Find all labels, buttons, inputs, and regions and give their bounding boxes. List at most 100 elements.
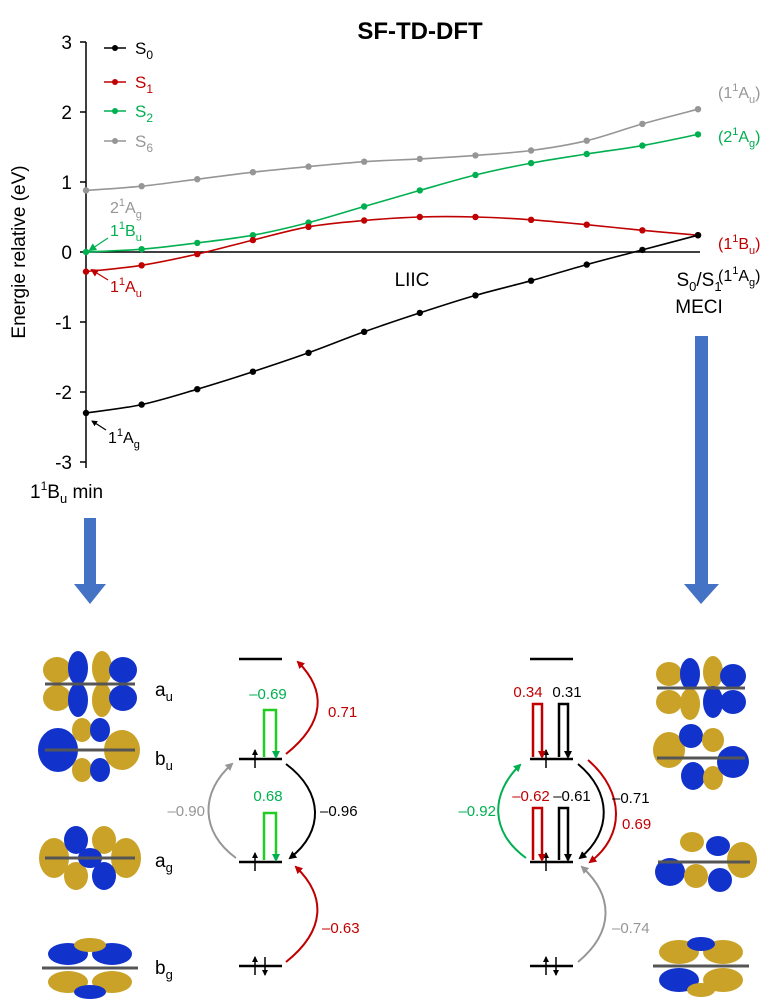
series-2 [82, 131, 702, 256]
energy-profile-chart: SF-TD-DFT Energie relative (eV) 3 2 1 0 -1 -2… [9, 18, 760, 506]
orbital-images-right [653, 656, 757, 997]
data-point [694, 131, 702, 138]
svg-text:S2: S2 [135, 102, 153, 125]
annotation-left-1Bu: 11Bu [110, 220, 142, 244]
data-point [305, 223, 312, 230]
data-point [639, 120, 646, 128]
y-tick-label: 0 [61, 243, 72, 264]
orbital-image-au-left [43, 651, 137, 717]
data-point [639, 227, 646, 234]
left-coef-ag-bu-gray: –0.90 [167, 803, 205, 820]
data-point [360, 328, 368, 335]
right-coef-ag-bu-black: –0.61 [553, 788, 591, 805]
data-point [472, 152, 479, 159]
data-point [472, 213, 479, 221]
orbital-label-bu: bu [155, 749, 173, 773]
y-tick-label: -2 [55, 383, 72, 404]
annotation-left-1Au: 11Au [110, 276, 142, 300]
annotation-right-1Au: (11Au) [718, 82, 760, 106]
data-point [527, 277, 535, 284]
data-point [138, 183, 145, 190]
svg-text:S6: S6 [135, 132, 153, 155]
series-line [85, 108, 699, 192]
right-coef-bu-ag-red: 0.69 [622, 816, 651, 833]
series-3 [82, 106, 702, 194]
data-point [527, 159, 535, 167]
legend-item-s6: S6 [104, 132, 153, 155]
data-point [249, 232, 257, 239]
svg-text:S1: S1 [135, 73, 153, 96]
y-axis-label: Energie relative (eV) [9, 165, 30, 338]
right-coef-bu-ag-black: –0.71 [612, 790, 650, 807]
data-point [82, 187, 90, 194]
series-layer [82, 106, 702, 417]
annotation-right-1Ag: (11Ag) [718, 265, 760, 289]
data-point [194, 239, 201, 247]
svg-text:S0: S0 [135, 39, 153, 62]
right-coef-bu-au-red: 0.34 [513, 684, 542, 701]
left-coef-bu-au-green: –0.69 [249, 686, 287, 703]
y-ticks: 3 2 1 0 -1 -2 -3 [55, 33, 86, 474]
data-point [194, 250, 201, 258]
right-coef-ag-bu-green: –0.92 [458, 803, 496, 820]
left-coef-bg-ag-red: –0.63 [322, 920, 360, 937]
data-point [138, 262, 145, 269]
orbital-image-ag-left [39, 826, 141, 890]
orbital-images-left [38, 651, 141, 999]
chart-title: SF-TD-DFT [357, 18, 483, 45]
y-tick-label: 2 [61, 103, 72, 124]
x-end-label-2: MECI [675, 297, 723, 318]
orbital-label-ag: ag [155, 851, 173, 875]
data-point [416, 187, 424, 194]
series-line [85, 215, 699, 273]
legend-item-s1: S1 [104, 73, 153, 96]
annotation-right-2Ag: (21Ag) [718, 126, 760, 150]
x-mid-label: LIIC [395, 270, 430, 291]
orbital-label-bg: bg [155, 958, 173, 982]
orbital-labels: au bu ag bg [155, 680, 173, 982]
data-point [527, 147, 535, 154]
y-tick-label: 1 [61, 173, 72, 194]
data-point [194, 176, 201, 183]
data-point [305, 349, 312, 356]
data-point [194, 386, 201, 393]
data-point [416, 309, 424, 317]
data-point [416, 155, 424, 163]
series-line [85, 133, 699, 253]
annotation-left-2Ag: 21Ag [110, 197, 142, 221]
left-down-arrow [74, 518, 106, 604]
data-point [360, 158, 368, 165]
data-point [416, 213, 424, 221]
right-down-arrow [684, 336, 719, 604]
left-coef-bu-ag-black: –0.96 [320, 803, 358, 820]
orbital-image-bg-right [653, 937, 749, 997]
legend-item-s2: S2 [104, 102, 153, 125]
legend: S0 S1 S2 S6 [104, 39, 153, 155]
right-excitation-diagram: 0.34 0.31 –0.62 –0.61 –0.92 –0.71 0.69 –… [458, 657, 651, 976]
series-1 [82, 213, 702, 275]
data-point [694, 232, 702, 239]
left-coef-ag-bu-green: 0.68 [253, 788, 282, 805]
orbital-image-ag-right [655, 832, 757, 892]
data-point [583, 221, 590, 228]
series-line [85, 234, 699, 414]
data-point [360, 217, 368, 224]
data-point [82, 248, 90, 256]
data-point [472, 171, 479, 179]
data-point [583, 261, 590, 268]
right-coef-ag-bu-red: –0.62 [512, 788, 550, 805]
y-tick-label: -1 [55, 313, 72, 334]
y-tick-label: -3 [55, 453, 72, 474]
data-point [82, 268, 90, 275]
data-point [583, 137, 590, 144]
annotation-left-1Ag: 11Ag [108, 427, 140, 451]
data-point [305, 163, 312, 170]
data-point [249, 169, 257, 176]
data-point [472, 292, 479, 299]
orbital-image-bu-left [38, 718, 140, 782]
data-point [138, 401, 145, 408]
x-end-label: S0/S1 [676, 270, 721, 294]
orbital-image-bu-right [653, 724, 749, 790]
data-point [639, 246, 646, 254]
